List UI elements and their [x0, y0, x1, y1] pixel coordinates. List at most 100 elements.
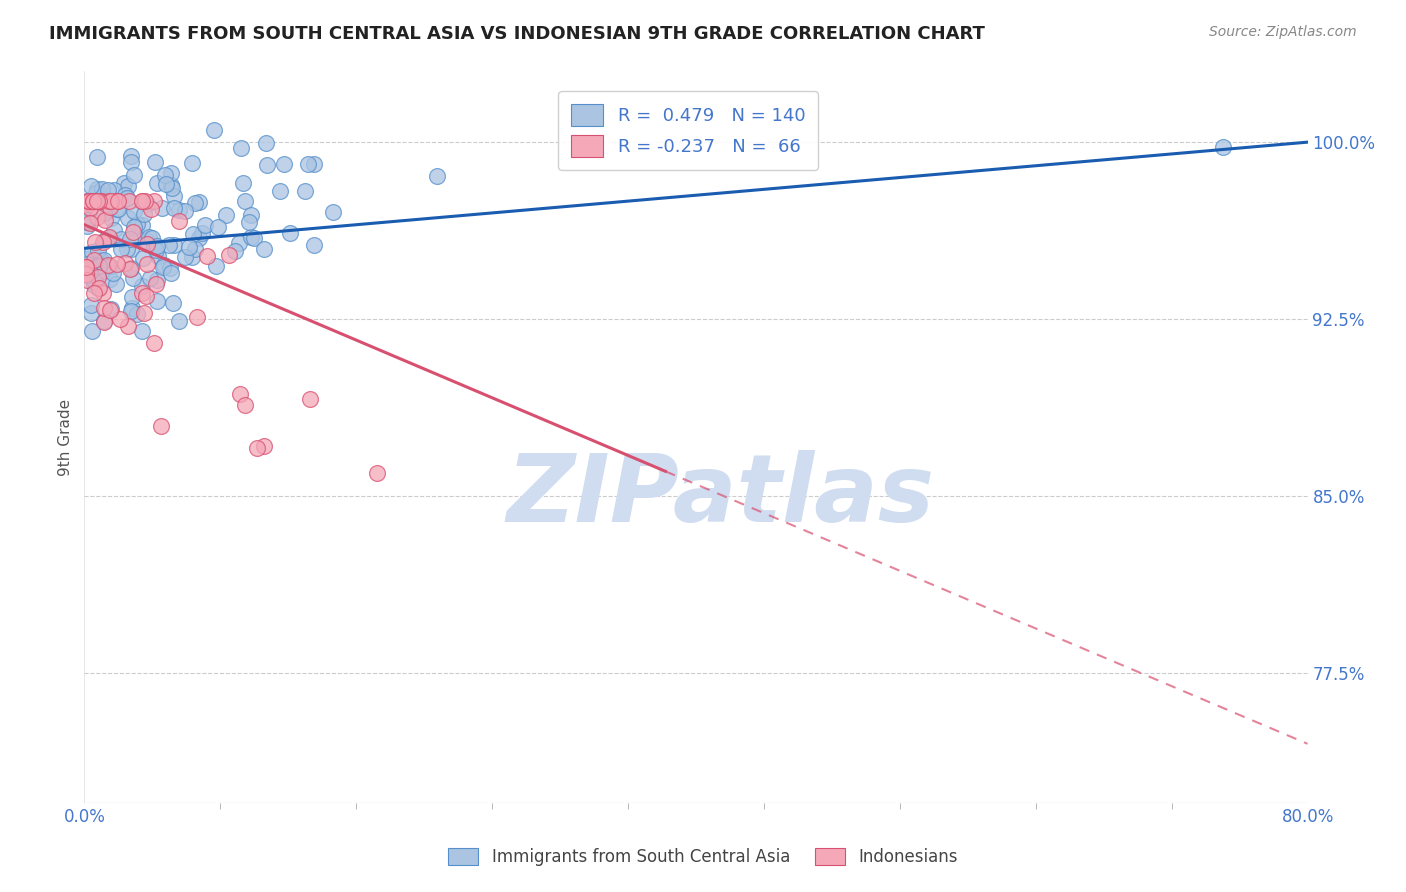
Text: ZIPatlas: ZIPatlas [506, 450, 935, 541]
Point [131, 278, 153, 293]
Point [215, 208, 238, 222]
Point [145, 176, 167, 190]
Point [122, 203, 145, 218]
Point [76, 213, 98, 227]
Point [256, 157, 278, 171]
Point [229, 387, 252, 401]
Point [94, 234, 117, 248]
Point [79, 264, 101, 278]
Point [205, 259, 228, 273]
Point [110, 243, 132, 257]
Point [100, 272, 122, 286]
Point [297, 157, 319, 171]
Point [76, 219, 98, 233]
Point [93, 206, 115, 220]
Point [114, 256, 136, 270]
Point [122, 220, 145, 235]
Point [97, 183, 120, 197]
Text: IMMIGRANTS FROM SOUTH CENTRAL ASIA VS INDONESIAN 9TH GRADE CORRELATION CHART: IMMIGRANTS FROM SOUTH CENTRAL ASIA VS IN… [49, 25, 986, 43]
Point [93, 316, 115, 330]
Point [120, 148, 142, 162]
Point [136, 237, 159, 252]
Legend: R =  0.479   N = 140, R = -0.237   N =  66: R = 0.479 N = 140, R = -0.237 N = 66 [558, 91, 818, 169]
Point [136, 257, 159, 271]
Point [202, 123, 225, 137]
Point [77, 194, 100, 208]
Point [89, 259, 111, 273]
Point [103, 183, 125, 197]
Point [131, 194, 153, 208]
Point [118, 194, 141, 208]
Point [97, 231, 120, 245]
Point [143, 154, 166, 169]
Point [169, 314, 191, 328]
Point [94, 192, 117, 206]
Point [105, 257, 128, 271]
Point [194, 218, 217, 232]
Point [80, 194, 103, 208]
Point [134, 194, 156, 208]
Point [103, 223, 125, 237]
Point [294, 184, 316, 198]
Point [93, 253, 115, 268]
Point [146, 293, 169, 308]
Point [105, 194, 128, 208]
Point [273, 157, 295, 171]
Point [132, 306, 155, 320]
Point [145, 243, 167, 257]
Point [163, 238, 186, 252]
Point [235, 194, 257, 209]
Point [152, 260, 174, 275]
Point [132, 251, 155, 265]
Point [76, 195, 98, 210]
Point [76, 215, 98, 229]
Point [150, 202, 173, 216]
Point [84, 186, 107, 201]
Point [112, 176, 135, 190]
Point [117, 178, 139, 193]
Point [174, 250, 197, 264]
Point [121, 301, 143, 315]
Point [131, 285, 153, 300]
Point [143, 194, 166, 208]
Point [139, 202, 162, 216]
Point [107, 194, 129, 208]
Point [89, 194, 111, 208]
Point [322, 205, 344, 219]
Point [120, 304, 142, 318]
Point [117, 191, 139, 205]
Point [187, 195, 209, 210]
Point [91, 182, 114, 196]
Point [269, 184, 291, 198]
Point [146, 238, 169, 252]
Point [104, 277, 127, 291]
Point [1212, 140, 1234, 154]
Point [97, 258, 120, 272]
Point [135, 197, 157, 211]
Point [155, 178, 177, 192]
Point [425, 169, 447, 183]
Point [121, 271, 143, 285]
Point [252, 439, 274, 453]
Point [91, 286, 114, 301]
Point [179, 240, 201, 254]
Point [108, 312, 131, 326]
Point [76, 194, 98, 208]
Point [120, 261, 142, 276]
Point [121, 226, 143, 240]
Point [180, 156, 202, 170]
Point [100, 200, 122, 214]
Point [125, 307, 148, 321]
Point [184, 242, 207, 256]
Point [232, 177, 254, 191]
Point [131, 218, 153, 232]
Point [82, 194, 104, 208]
Point [82, 324, 104, 338]
Point [159, 261, 181, 276]
Point [246, 441, 269, 455]
Point [77, 194, 100, 208]
Point [254, 136, 277, 151]
Point [91, 264, 114, 278]
Point [121, 290, 143, 304]
Point [101, 267, 124, 281]
